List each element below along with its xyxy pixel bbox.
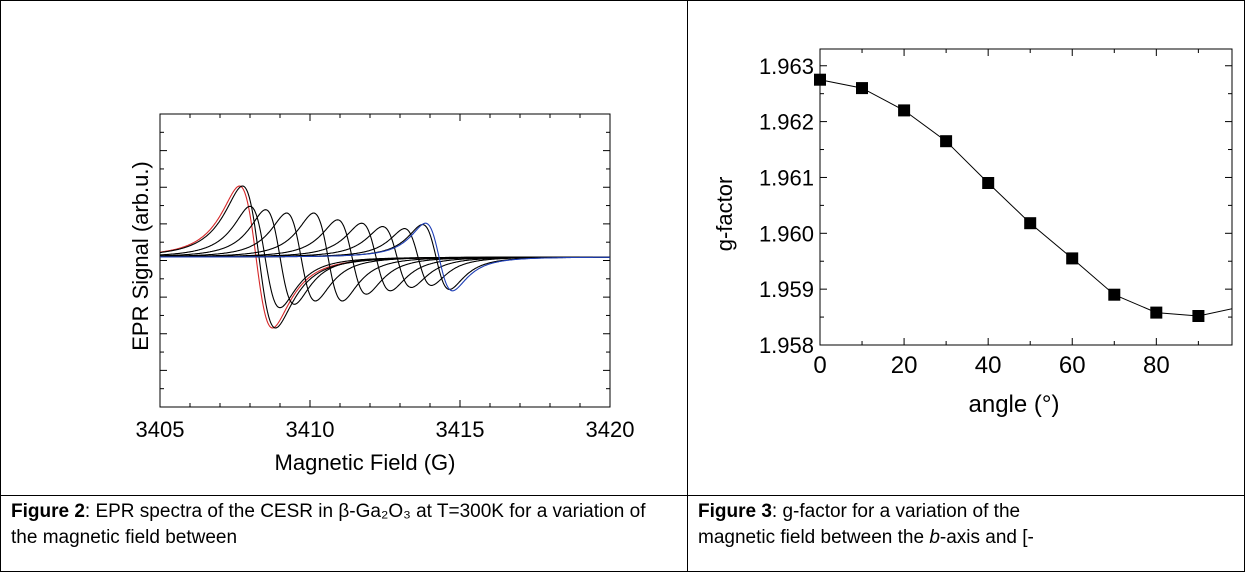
g-factor-x-tick-label: 20 (891, 352, 918, 379)
g-factor-x-axis-label: angle (°) (969, 391, 1060, 418)
g-factor-point (1192, 310, 1205, 322)
figure3-caption-text-c: -axis and [- (939, 527, 1034, 548)
g-factor-point (1108, 288, 1121, 301)
g-factor-y-axis-label: g-factor (712, 177, 737, 252)
g-factor-y-tick-label: 1.962 (759, 110, 814, 135)
epr-x-tick-label: 3420 (586, 417, 635, 442)
g-factor-chart: 0 20 40 60 801.9581.9591.9601.9611.9621.963 … (712, 48, 1245, 418)
figure3-caption-text-a: : g-factor for a variation of the (771, 501, 1021, 522)
g-factor-line (819, 79, 1232, 317)
figure2-caption: Figure 2: EPR spectra of the CESR in β-G… (0, 495, 688, 572)
epr-spectrum-line (160, 222, 610, 292)
g-factor-plot-frame (819, 48, 1233, 346)
epr-y-axis-label: EPR Signal (arb.u.) (128, 161, 153, 351)
g-factor-y-tick-label: 1.960 (759, 221, 814, 246)
g-factor-point (940, 135, 953, 148)
g-factor-x-tick-label: 60 (1059, 352, 1086, 379)
figure3-caption-label: Figure 3 (698, 501, 772, 522)
epr-x-axis-label: Magnetic Field (G) (275, 450, 456, 475)
g-factor-point (1066, 252, 1079, 265)
g-factor-series (814, 73, 1245, 322)
figure3-caption-italic: b (929, 527, 940, 548)
g-factor-y-tick-label: 1.958 (759, 333, 814, 358)
g-factor-x-tick-label: 0 (813, 352, 826, 379)
g-factor-y-tick-label: 1.963 (759, 54, 814, 79)
figure3-caption: Figure 3: g-factor for a variation of th… (687, 495, 1245, 572)
g-factor-tick-group: 0 20 40 60 80 1.958 1.959 1.960 1.961 1.962 1.963 (759, 49, 1232, 379)
g-factor-y-tick-label: 1.961 (759, 165, 814, 190)
g-factor-point (856, 82, 868, 95)
epr-x-tick-label: 3410 (286, 417, 335, 442)
g-factor-x-tick-label: 80 (1143, 352, 1170, 379)
epr-x-tick-label: 3415 (436, 417, 485, 442)
g-factor-point (898, 104, 911, 117)
g-factor-x-tick-label: 40 (975, 352, 1002, 379)
figure3-caption-text-b: magnetic field between the (698, 527, 930, 548)
epr-spectra-chart: 3405 3410 3415 3420 Magnetic Field (G) EPR … (128, 113, 635, 475)
g-factor-point (982, 177, 995, 189)
g-factor-point (1024, 217, 1037, 230)
epr-series-group (159, 185, 610, 329)
figure2-caption-text: : EPR spectra of the CESR in β-Ga₂O₃ at … (11, 501, 646, 548)
g-factor-plot-area (819, 48, 1233, 346)
g-factor-point (814, 73, 826, 86)
g-factor-y-tick-label: 1.959 (759, 277, 814, 302)
epr-x-tick-label: 3405 (136, 417, 185, 442)
g-factor-point (1234, 301, 1245, 313)
g-factor-point (1150, 306, 1163, 319)
figure2-caption-label: Figure 2 (11, 501, 85, 522)
g-factor-series-group (814, 73, 1245, 322)
epr-tick-group: 3405 3410 3415 3420 (136, 113, 635, 442)
